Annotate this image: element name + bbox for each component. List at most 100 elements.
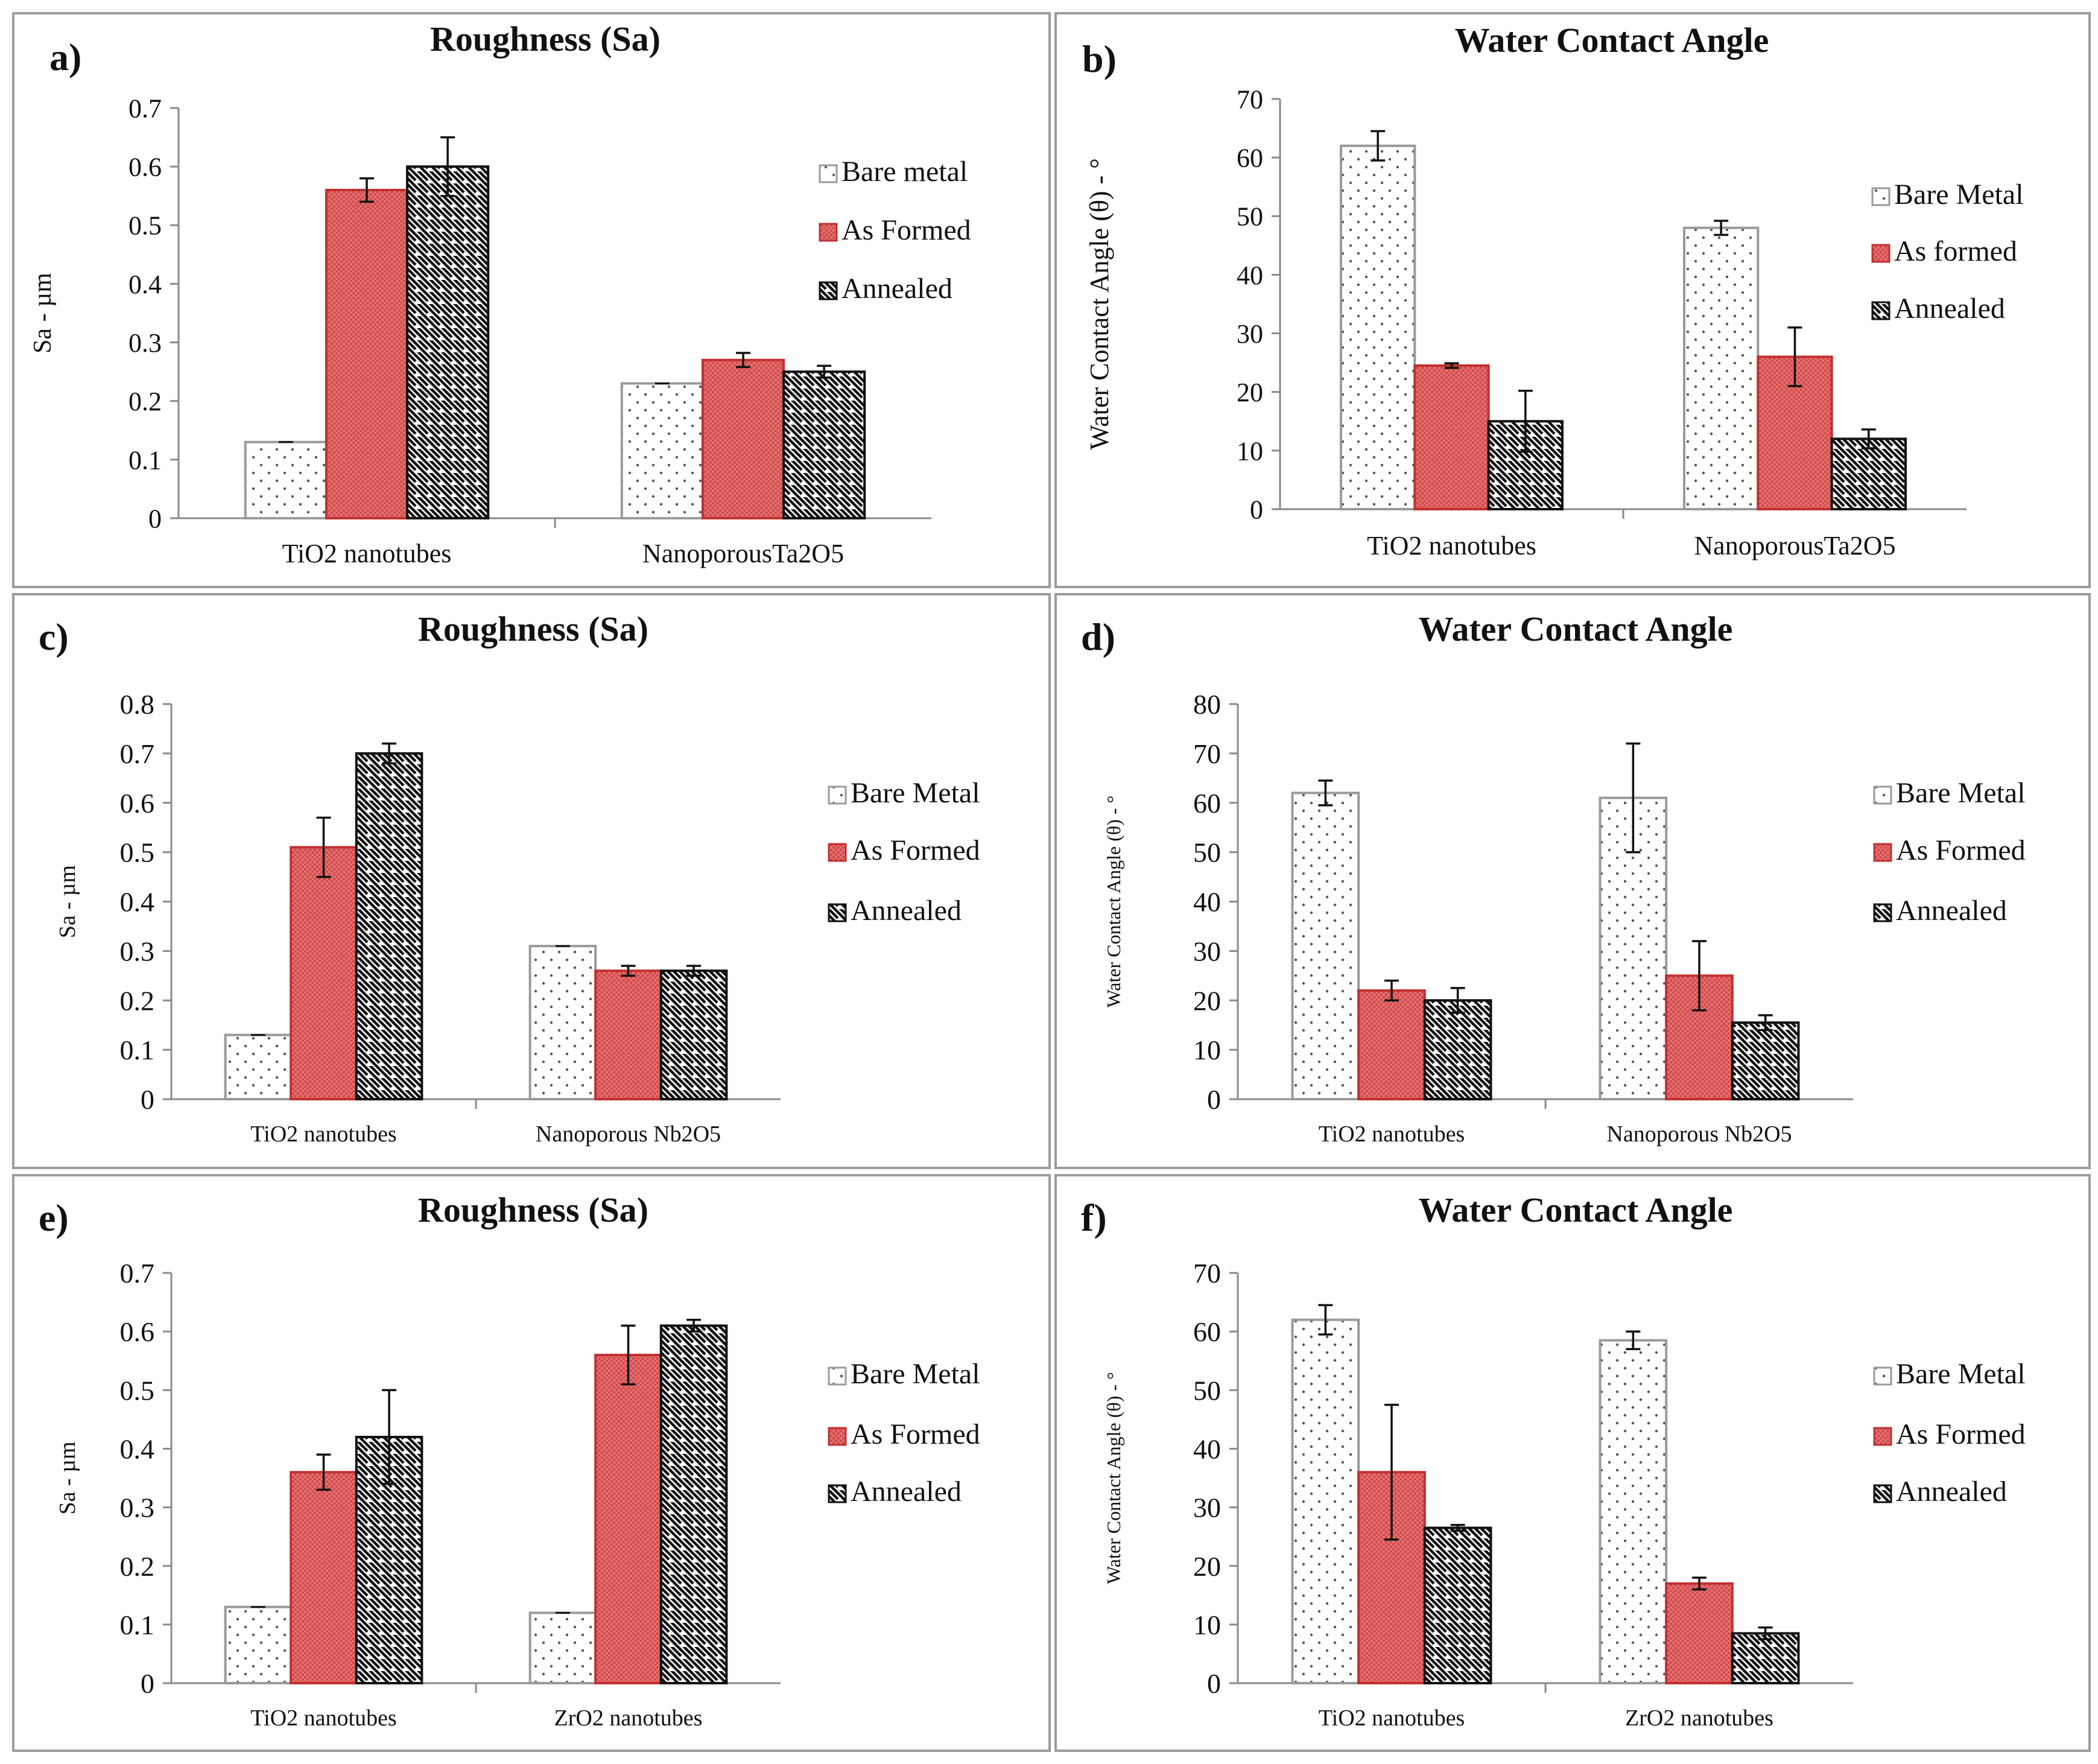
legend-label-bare: Bare Metal <box>851 777 980 809</box>
y-tick-label: 60 <box>1193 1316 1221 1347</box>
x-category-label: ZrO2 nanotubes <box>1625 1705 1773 1731</box>
y-tick-label: 0.5 <box>120 1375 155 1406</box>
y-tick-label: 0 <box>1207 1668 1221 1699</box>
bar-bare-2 <box>1599 1339 1668 1684</box>
y-tick-label: 0.3 <box>120 1493 155 1523</box>
legend-swatch-bare <box>819 164 838 183</box>
panel-label: f) <box>1081 1196 1107 1239</box>
y-tick-label: 30 <box>1193 936 1221 966</box>
bar-formed-1 <box>290 846 358 1100</box>
y-tick-label: 0.5 <box>120 837 155 868</box>
chart-title: Roughness (Sa) <box>430 19 661 59</box>
legend-label-bare: Bare Metal <box>1896 777 2026 809</box>
legend-label-annealed: Annealed <box>1896 1476 2007 1508</box>
bar-bare-1 <box>224 1605 293 1685</box>
legend-swatch-bare <box>828 1366 847 1386</box>
bar-bare-2 <box>528 1611 597 1685</box>
bar-formed-2 <box>1665 1582 1734 1684</box>
bar-bare-1 <box>224 1033 293 1100</box>
x-category-label: TiO2 nanotubes <box>1319 1705 1465 1731</box>
legend-swatch-annealed <box>819 281 838 300</box>
panel-f-contact-angle-chart: Water Contact Angle f) Water Contact Angle… <box>1054 1174 2091 1752</box>
panel-d-contact-angle-chart: Water Contact Angle d) Water Contact Angle… <box>1054 593 2091 1169</box>
x-category-label: Nanoporous Nb2O5 <box>1606 1122 1792 1147</box>
y-tick-label: 0.6 <box>128 153 162 182</box>
panel-c-roughness-chart: Roughness (Sa) c) Sa - µm 0 0.1 0.2 0.3 0.4 0.5 0… <box>12 593 1051 1169</box>
y-tick-label: 50 <box>1193 837 1221 868</box>
legend-swatch-formed <box>1873 1427 1892 1446</box>
chart-title: Roughness (Sa) <box>418 609 648 649</box>
bar-annealed-2 <box>1731 1632 1800 1685</box>
chart-title: Water Contact Angle <box>1419 609 1733 649</box>
legend-label-bare: Bare Metal <box>1894 179 2024 211</box>
legend-label-formed: As Formed <box>851 1418 980 1450</box>
y-tick-label: 0.4 <box>120 1434 155 1465</box>
bar-bare-2 <box>1682 226 1760 510</box>
y-axis-label: Water Contact Angle (θ) - ° <box>1085 158 1114 450</box>
bar-annealed-2 <box>659 969 728 1100</box>
y-tick-label: 20 <box>1237 378 1263 407</box>
chart-f-svg: Water Contact Angle f) Water Contact Angle… <box>1081 1190 2026 1731</box>
y-tick-label: 0.1 <box>120 1610 155 1640</box>
y-tick-label: 70 <box>1237 84 1263 114</box>
bar-annealed-1 <box>1423 999 1492 1100</box>
legend-swatch-formed <box>819 223 838 242</box>
bar-formed-2 <box>594 969 662 1100</box>
y-tick-label: 0.2 <box>128 387 162 416</box>
x-category-label: ZrO2 nanotubes <box>554 1705 703 1731</box>
bar-formed-2 <box>594 1354 662 1684</box>
y-tick-label: 60 <box>1237 144 1263 173</box>
y-tick-label: 0.6 <box>120 1316 155 1347</box>
y-tick-label: 0.4 <box>120 887 155 918</box>
chart-a-svg: Roughness (Sa) a) Sa - µm 0 0.1 0.2 0.3 0.4 0.5 0… <box>29 19 971 568</box>
bar-annealed-2 <box>782 370 866 520</box>
legend-label-formed: As formed <box>1894 235 2017 267</box>
chart-title: Water Contact Angle <box>1419 1190 1733 1229</box>
y-tick-label: 0.2 <box>120 1551 155 1582</box>
x-category-label: TiO2 nanotubes <box>282 539 452 568</box>
bar-bare-1 <box>1291 1318 1360 1684</box>
y-axis-label: Water Contact Angle (θ) - ° <box>1103 1372 1124 1584</box>
y-tick-label: 30 <box>1193 1493 1221 1523</box>
y-tick-label: 0 <box>141 1084 154 1115</box>
y-tick-label: 0 <box>148 504 162 533</box>
x-category-label: NanoporousTa2O5 <box>642 539 844 568</box>
panel-label: b) <box>1082 37 1117 80</box>
chart-title: Water Contact Angle <box>1455 21 1769 60</box>
y-tick-label: 0.5 <box>128 211 162 241</box>
y-tick-label: 0.4 <box>128 270 162 299</box>
legend-swatch-formed <box>1873 843 1892 862</box>
y-tick-label: 40 <box>1193 1434 1221 1465</box>
y-tick-label: 30 <box>1237 319 1263 349</box>
y-tick-label: 20 <box>1193 1551 1221 1582</box>
y-tick-label: 0.7 <box>120 738 155 769</box>
bar-bare-1 <box>1291 792 1360 1100</box>
legend-swatch-formed <box>1871 244 1890 263</box>
y-tick-label: 20 <box>1193 985 1221 1016</box>
y-tick-label: 0.2 <box>120 985 155 1016</box>
bar-annealed-1 <box>355 752 423 1100</box>
y-tick-label: 10 <box>1193 1035 1221 1065</box>
y-tick-label: 50 <box>1237 202 1263 232</box>
legend-swatch-bare <box>828 785 847 805</box>
legend-swatch-annealed <box>1873 1484 1892 1503</box>
x-category-label: TiO2 nanotubes <box>250 1705 396 1731</box>
bar-bare-1 <box>1339 144 1416 510</box>
legend-label-annealed: Annealed <box>841 273 952 305</box>
legend-label-formed: As Formed <box>1896 1418 2026 1450</box>
y-tick-label: 0.6 <box>120 788 155 819</box>
bar-formed-1 <box>325 189 409 519</box>
y-tick-label: 60 <box>1193 788 1221 819</box>
legend-swatch-bare <box>1871 187 1890 206</box>
legend-label-formed: As Formed <box>1896 834 2026 866</box>
y-tick-label: 70 <box>1193 738 1221 769</box>
y-axis-label: Water Contact Angle (θ) - ° <box>1103 796 1124 1008</box>
legend-label-annealed: Annealed <box>851 895 962 927</box>
bar-formed-1 <box>290 1471 358 1684</box>
legend-label-bare: Bare Metal <box>1896 1358 2026 1390</box>
legend-swatch-formed <box>828 1427 847 1446</box>
chart-c-svg: Roughness (Sa) c) Sa - µm 0 0.1 0.2 0.3 0.4 0.5 0… <box>39 609 980 1147</box>
y-tick-label: 0 <box>1250 495 1263 524</box>
y-tick-label: 0.7 <box>120 1258 155 1289</box>
bar-annealed-2 <box>1830 437 1907 511</box>
